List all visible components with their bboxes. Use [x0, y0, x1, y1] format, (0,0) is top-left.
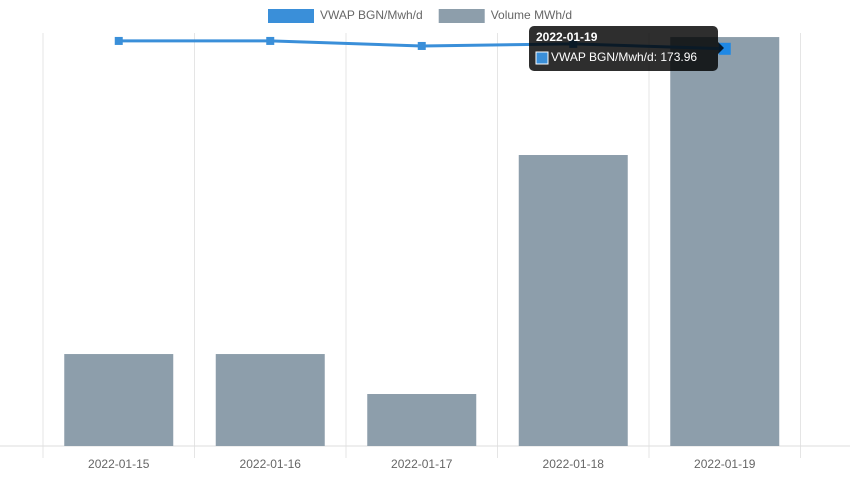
point [417, 41, 426, 50]
bar [64, 354, 174, 446]
tooltip-title: 2022-01-19 [536, 30, 598, 44]
tooltip-caret [718, 42, 724, 54]
x-tick-label: 2022-01-16 [240, 457, 302, 471]
x-tick-label: 2022-01-17 [391, 457, 453, 471]
legend-label: Volume MWh/d [491, 8, 572, 22]
bar [367, 394, 477, 446]
tooltip-box [529, 26, 718, 71]
x-tick-label: 2022-01-18 [543, 457, 605, 471]
legend-label: VWAP BGN/Mwh/d [320, 8, 423, 22]
tooltip-label: VWAP BGN/Mwh/d: 173.96 [551, 50, 697, 64]
point [266, 36, 275, 45]
tooltip: 2022-01-19 VWAP BGN/Mwh/d: 173.96 [529, 26, 724, 71]
bar [670, 37, 780, 447]
bar [518, 155, 628, 446]
tooltip-swatch [535, 51, 549, 65]
x-tick-label: 2022-01-15 [88, 457, 150, 471]
point [114, 36, 123, 45]
legend-swatch [268, 9, 314, 23]
legend-swatch [438, 9, 485, 23]
x-tick-label: 2022-01-19 [694, 457, 756, 471]
bar [215, 354, 325, 446]
